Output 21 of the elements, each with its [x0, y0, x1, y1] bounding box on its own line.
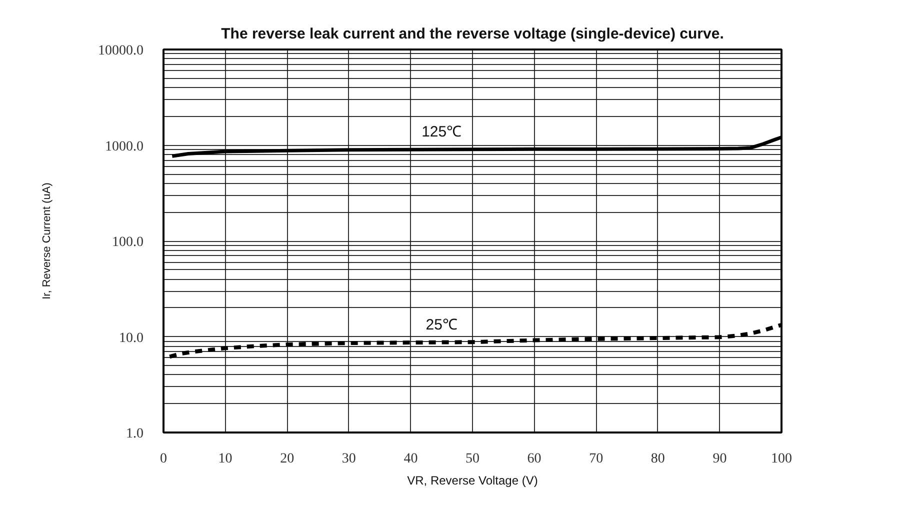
y-tick-label: 100.0 — [112, 235, 144, 250]
y-tick-label: 10.0 — [119, 330, 144, 346]
x-tick-label: 70 — [589, 452, 604, 466]
y-axis-title: Ir, Reverse Current (uA) — [41, 182, 53, 300]
series-label: 125℃ — [422, 124, 462, 141]
x-tick-label: 80 — [650, 452, 665, 466]
x-axis-title: VR, Reverse Voltage (V) — [407, 474, 538, 488]
x-tick-label: 10 — [218, 452, 232, 466]
y-tick-label: 10000.0 — [98, 44, 144, 58]
y-tick-label: 1000.0 — [105, 139, 144, 154]
chart-title: The reverse leak current and the reverse voltage (single-device) curve. — [221, 26, 724, 42]
series-label: 25℃ — [426, 316, 458, 334]
x-tick-label: 40 — [404, 452, 418, 466]
x-tick-label: 30 — [342, 452, 356, 466]
x-tick-label: 100 — [771, 452, 792, 466]
x-tick-label: 60 — [527, 452, 542, 466]
x-tick-label: 90 — [712, 452, 727, 466]
x-tick-label: 50 — [466, 452, 480, 466]
y-tick-label: 1.0 — [126, 426, 144, 442]
x-tick-label: 20 — [280, 452, 294, 466]
x-tick-label: 0 — [160, 452, 167, 466]
